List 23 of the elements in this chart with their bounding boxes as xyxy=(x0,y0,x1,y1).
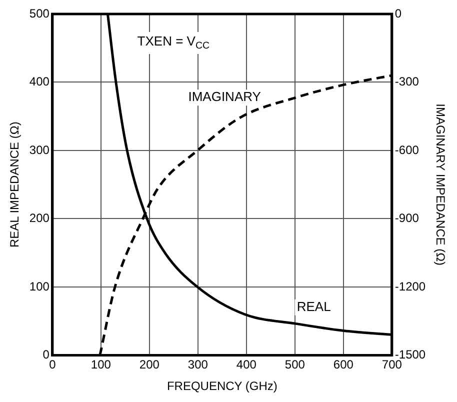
y2-axis-title: IMAGINARY IMPEDANCE (Ω) xyxy=(433,104,448,266)
y-tick-label: 0 xyxy=(42,348,50,362)
x-tick-label: 300 xyxy=(188,358,208,372)
y-tick-label: 200 xyxy=(29,211,50,226)
series-label: IMAGINARY xyxy=(188,89,262,104)
x-tick-label: 200 xyxy=(139,358,160,372)
x-tick-label: 400 xyxy=(236,358,257,372)
x-tick-label: 500 xyxy=(284,358,306,372)
y2-tick-label: 0 xyxy=(394,6,402,20)
y2-tick-label: -900 xyxy=(394,211,420,226)
x-tick-label: 100 xyxy=(90,358,112,372)
x-axis-title: FREQUENCY (GHz) xyxy=(166,379,278,394)
y-tick-label: 500 xyxy=(29,6,50,20)
y2-tick-label: -1200 xyxy=(394,279,426,294)
y-tick-label: 100 xyxy=(29,279,50,294)
y-axis-title: REAL IMPEDANCE (Ω) xyxy=(8,122,22,248)
y-tick-label: 400 xyxy=(29,74,50,89)
y-tick-label: 300 xyxy=(29,142,50,157)
y2-tick-label: -600 xyxy=(394,142,420,157)
y2-tick-label: -300 xyxy=(394,74,420,89)
x-tick-label: 700 xyxy=(382,358,402,372)
x-tick-label: 600 xyxy=(333,358,354,372)
series-label: REAL xyxy=(296,299,331,314)
